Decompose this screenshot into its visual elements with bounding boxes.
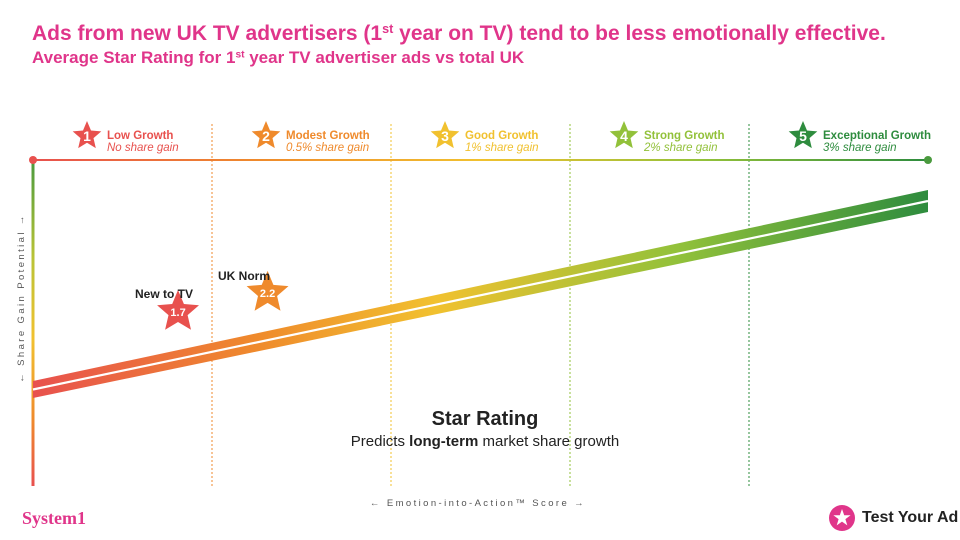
axis-start-dot (29, 156, 37, 164)
data-point-star-icon (246, 270, 289, 311)
tier-star-number: 2 (262, 128, 270, 144)
tier-star-number: 3 (441, 128, 449, 144)
chart-subtitle: Predicts long-term market share growth (350, 433, 620, 450)
data-point-new-to-tv: 1.7 (157, 290, 199, 330)
growth-band-stripe (32, 199, 929, 391)
tier-star-icon (788, 121, 818, 149)
tier-share-gain: No share gain (107, 142, 179, 154)
system1-logo: System1 (22, 508, 86, 528)
star-logo-icon (829, 505, 855, 531)
data-point-star-icon (157, 290, 199, 330)
growth-band (33, 190, 928, 398)
marker-label-new-to-tv: New to TV (135, 287, 194, 301)
tier-name: Low Growth (107, 130, 173, 142)
tier-star-icon (251, 121, 281, 149)
tier-name: Modest Growth (286, 130, 370, 142)
data-point-value: 1.7 (170, 307, 185, 319)
axis-end-dot (924, 156, 932, 164)
test-your-ad-text: Test Your Ad (862, 509, 959, 526)
data-point-uk-norm: 2.2 (246, 270, 289, 311)
tier-name: Good Growth (465, 130, 538, 142)
tier-name: Strong Growth (644, 130, 725, 142)
data-point-value: 2.2 (260, 288, 275, 300)
marker-label-uk-norm: UK Norm (218, 269, 271, 283)
tier-share-gain: 2% share gain (643, 142, 718, 154)
tier-star-number: 5 (799, 128, 807, 144)
y-axis-label: ← Share Gain Potential → (16, 213, 27, 383)
tier-star-icon (609, 121, 639, 149)
chart-caption: Star Rating Predicts long-term market sh… (351, 408, 619, 450)
x-axis-label: ← Emotion-into-Action™ Score → (369, 498, 587, 509)
tier-star-icon (430, 121, 460, 149)
tier-star-number: 4 (620, 128, 628, 144)
tier-star-number: 1 (83, 128, 91, 144)
tier-star-icon (72, 121, 102, 149)
tier-share-gain: 0.5% share gain (286, 142, 369, 154)
test-your-ad-logo: Test Your Ad (828, 504, 958, 532)
tier-name: Exceptional Growth (823, 130, 931, 142)
tier-share-gain: 1% share gain (465, 142, 539, 154)
page-subtitle: Average Star Rating for 1st year TV adve… (32, 48, 525, 67)
page-title: Ads from new UK TV advertisers (1st year… (32, 22, 886, 45)
tier-share-gain: 3% share gain (823, 142, 897, 154)
chart-title: Star Rating (431, 408, 539, 430)
